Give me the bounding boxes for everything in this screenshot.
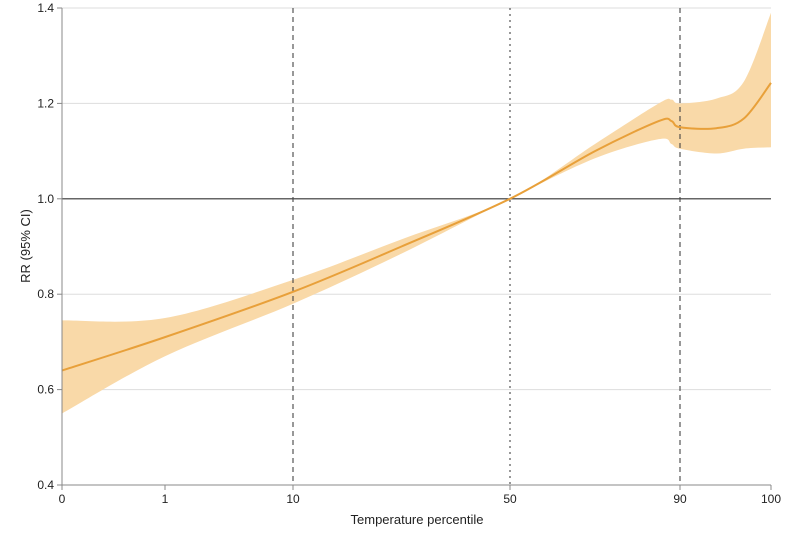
x-axis-title: Temperature percentile [351,512,484,527]
label-layer: 0.4 0.6 0.8 1.0 1.2 1.4 0 1 10 50 90 100 [37,1,781,506]
series-line-layer [61,82,772,372]
y-tick-label-1.2: 1.2 [37,96,54,110]
y-tick-label-1.0: 1.0 [37,192,54,206]
x-tick-label-90: 90 [673,492,687,506]
x-tick-label-100: 100 [761,492,781,506]
y-tick-label-0.8: 0.8 [37,287,54,301]
y-tick-label-1.4: 1.4 [37,1,54,15]
grid-layer [62,7,771,486]
x-tick-label-10: 10 [286,492,300,506]
x-tick-label-50: 50 [503,492,517,506]
x-tick-label-0: 0 [59,492,66,506]
y-tick-label-0.6: 0.6 [37,383,54,397]
series-line-0 [61,82,772,372]
ci-band-0 [62,12,771,414]
axis-layer [57,7,772,490]
ci-band-layer [62,12,771,414]
x-tick-label-1: 1 [162,492,169,506]
y-tick-label-0.4: 0.4 [37,478,54,492]
reference-layer [62,8,771,485]
y-axis-title: RR (95% CI) [18,209,33,283]
